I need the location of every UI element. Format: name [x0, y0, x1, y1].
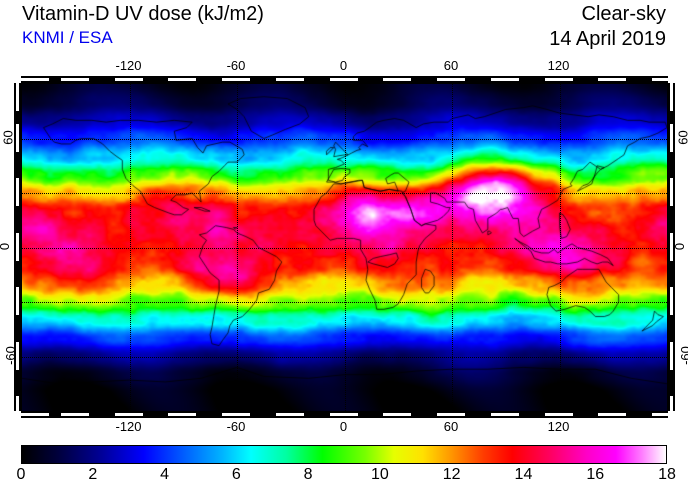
axis-notch-lon-bottom--90	[168, 413, 197, 416]
axis-notch-lon-top--90	[168, 78, 197, 81]
page-title: Vitamin-D UV dose (kJ/m2)	[22, 3, 264, 25]
axis-notch-lon-top-30	[383, 78, 412, 81]
condition-label: Clear-sky	[581, 3, 666, 25]
colorbar-tick-2: 2	[88, 466, 98, 483]
lat-tick-left-60: 60	[0, 129, 16, 145]
gridline-lat--30	[22, 302, 667, 303]
axis-notch-lat-left-0	[16, 232, 19, 261]
axis-notch-lon-top--120	[114, 78, 143, 81]
institute-label: KNMI / ESA	[22, 28, 113, 47]
axis-notch-lat-right-30	[670, 178, 673, 206]
axis-notch-lon-top-90	[490, 78, 519, 81]
colorbar-tick-14: 14	[514, 466, 533, 483]
gridline-lat--60	[22, 356, 667, 358]
colorbar	[21, 445, 667, 464]
axis-notch-lon-top--60	[222, 78, 250, 81]
lat-tick-right-60: 60	[675, 129, 688, 145]
map-plot-area	[21, 83, 668, 412]
axis-notch-lat-left-30	[16, 178, 19, 206]
gridline-lat-60	[22, 138, 667, 140]
axis-notch-lat-right--90	[670, 396, 673, 424]
lon-tick-bottom-120: 120	[547, 419, 570, 434]
colorbar-tick-0: 0	[16, 466, 26, 483]
axis-notch-lon-bottom--180	[21, 413, 49, 416]
lon-tick-bottom--120: -120	[115, 419, 142, 434]
axis-notch-lat-left-90	[16, 83, 19, 111]
lat-tick-left-0: 0	[0, 242, 12, 249]
lat-tick-right--60: -60	[677, 345, 688, 365]
axis-notch-lon-top-0	[329, 78, 358, 81]
axis-notch-lon-bottom--30	[275, 413, 304, 416]
axis-notch-lon-top-150	[598, 78, 627, 81]
lon-tick-top-0: 0	[339, 58, 348, 73]
axis-notch-lon-top-120	[544, 78, 573, 81]
axis-notch-lon-bottom-120	[544, 413, 573, 416]
lon-tick-top--120: -120	[115, 58, 142, 73]
lon-tick-bottom-0: 0	[339, 419, 348, 434]
colorbar-tick-4: 4	[160, 466, 169, 483]
colorbar-tick-8: 8	[303, 466, 313, 483]
axis-notch-lat-right--60	[670, 341, 673, 370]
axis-notch-lat-left-60	[16, 123, 19, 152]
axis-notch-lon-top-60	[437, 78, 465, 81]
axis-notch-lon-bottom-90	[490, 413, 519, 416]
axis-notch-lon-top--180	[21, 78, 49, 81]
axis-notch-lon-bottom--120	[114, 413, 143, 416]
axis-notch-lat-left--90	[16, 396, 19, 424]
lat-tick-right-0: 0	[672, 242, 688, 250]
axis-notch-lon-bottom-30	[383, 413, 412, 416]
axis-notch-lon-bottom-150	[598, 413, 627, 416]
axis-notch-lat-right-90	[670, 83, 673, 111]
lon-tick-bottom-60: 60	[443, 419, 459, 434]
axis-notch-lon-bottom--150	[60, 413, 89, 416]
gridline-lat-0	[22, 247, 667, 249]
colorbar-gradient	[21, 445, 667, 464]
axis-notch-lat-right-0	[670, 232, 673, 261]
axis-notch-lon-bottom--60	[222, 413, 250, 416]
colorbar-tick-10: 10	[370, 466, 389, 483]
lon-tick-top-60: 60	[443, 58, 459, 73]
axis-notch-lat-right--30	[670, 287, 673, 315]
axis-notch-lon-bottom-60	[437, 413, 465, 416]
colorbar-tick-6: 6	[231, 466, 241, 483]
axis-notch-lon-bottom-0	[329, 413, 358, 416]
colorbar-tick-16: 16	[586, 466, 605, 483]
axis-notch-lon-top-180	[652, 78, 680, 81]
axis-notch-lon-top--150	[60, 78, 89, 81]
lon-tick-top-120: 120	[547, 58, 570, 73]
axis-notch-lon-bottom-180	[652, 413, 680, 416]
colorbar-tick-18: 18	[658, 466, 676, 483]
header: Vitamin-D UV dose (kJ/m2) KNMI / ESA Cle…	[0, 0, 688, 58]
lon-tick-top--60: -60	[226, 58, 246, 73]
lon-tick-bottom--60: -60	[226, 419, 246, 434]
axis-notch-lat-left--30	[16, 287, 19, 315]
axis-notch-lat-left--60	[16, 341, 19, 370]
date-label: 14 April 2019	[549, 28, 666, 50]
gridline-lat-30	[22, 193, 667, 194]
axis-notch-lon-top--30	[275, 78, 304, 81]
colorbar-tick-12: 12	[442, 466, 461, 483]
axis-notch-lat-right-60	[670, 123, 673, 152]
